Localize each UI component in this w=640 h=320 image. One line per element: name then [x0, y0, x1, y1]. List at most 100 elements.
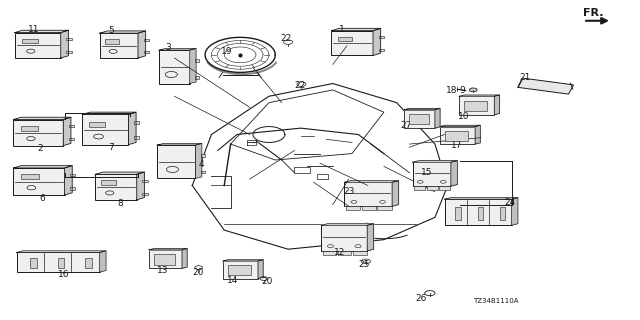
Bar [228, 265, 251, 275]
Polygon shape [63, 117, 71, 146]
Polygon shape [157, 143, 202, 145]
Polygon shape [404, 108, 440, 110]
Bar [200, 171, 205, 173]
Text: 24: 24 [504, 197, 515, 206]
Polygon shape [445, 197, 518, 199]
Polygon shape [17, 251, 106, 252]
Polygon shape [440, 125, 480, 126]
Polygon shape [100, 31, 146, 33]
Text: 5: 5 [108, 26, 114, 35]
Bar [362, 206, 376, 211]
Polygon shape [65, 166, 72, 195]
Bar [323, 251, 336, 255]
Bar [321, 225, 367, 251]
Polygon shape [435, 108, 440, 128]
Bar [58, 258, 64, 268]
Bar [223, 261, 258, 278]
Bar [195, 76, 199, 78]
Bar [154, 254, 175, 265]
Bar [69, 138, 74, 140]
Polygon shape [392, 181, 399, 206]
Bar [404, 110, 435, 128]
Text: 18: 18 [447, 86, 458, 95]
Bar [338, 36, 352, 41]
Polygon shape [344, 181, 399, 182]
Bar [69, 125, 74, 127]
Bar [85, 258, 92, 268]
Bar [379, 36, 384, 38]
Polygon shape [367, 224, 374, 251]
Polygon shape [182, 249, 187, 268]
Bar [67, 38, 72, 40]
Bar [101, 180, 116, 185]
Text: 7: 7 [108, 143, 114, 152]
Text: 19: 19 [221, 47, 232, 56]
Polygon shape [83, 112, 136, 115]
Bar [143, 180, 148, 182]
Polygon shape [223, 260, 263, 261]
Bar [22, 39, 38, 43]
Bar [500, 207, 506, 220]
Text: 26: 26 [416, 294, 427, 303]
Text: 20: 20 [192, 268, 204, 277]
Polygon shape [451, 161, 458, 186]
Bar [17, 252, 100, 272]
Bar [157, 145, 195, 179]
Polygon shape [321, 224, 374, 225]
Polygon shape [138, 31, 146, 58]
Bar [15, 33, 61, 58]
Polygon shape [511, 197, 518, 225]
Text: 14: 14 [227, 276, 239, 285]
Bar [338, 251, 351, 255]
Bar [149, 250, 182, 268]
Text: 13: 13 [157, 266, 169, 276]
Bar [200, 154, 205, 157]
Text: 21: 21 [519, 73, 531, 82]
Bar [30, 258, 36, 268]
Text: FR.: FR. [583, 8, 604, 18]
Bar [195, 59, 199, 62]
Text: 2: 2 [38, 144, 44, 153]
Bar [440, 186, 451, 190]
Bar [460, 96, 494, 115]
Bar [465, 101, 487, 111]
Bar [378, 206, 392, 211]
Bar [518, 78, 573, 94]
Text: 9: 9 [460, 86, 465, 95]
Polygon shape [159, 49, 196, 50]
Bar [21, 174, 39, 179]
Text: 15: 15 [421, 168, 433, 177]
Bar [317, 174, 328, 179]
Text: 25: 25 [358, 260, 370, 269]
Bar [67, 51, 72, 53]
Bar [13, 120, 63, 146]
Bar [346, 206, 360, 211]
Text: 12: 12 [334, 248, 346, 257]
Polygon shape [475, 125, 480, 144]
Polygon shape [332, 28, 381, 31]
Bar [455, 207, 461, 220]
Polygon shape [413, 161, 458, 162]
Bar [353, 251, 367, 255]
Bar [379, 49, 384, 51]
Text: 23: 23 [343, 188, 355, 196]
Bar [445, 131, 468, 140]
Text: 16: 16 [58, 269, 70, 279]
Polygon shape [373, 28, 381, 55]
Text: 1: 1 [339, 25, 345, 34]
Bar [144, 51, 149, 53]
Polygon shape [61, 30, 68, 58]
Text: 22: 22 [280, 35, 292, 44]
Bar [414, 186, 425, 190]
Polygon shape [258, 260, 263, 278]
Bar [90, 122, 106, 127]
Bar [100, 33, 138, 58]
Polygon shape [13, 166, 72, 168]
Text: 3: 3 [166, 43, 172, 52]
Text: TZ34B1110A: TZ34B1110A [473, 298, 519, 304]
Bar [106, 39, 119, 44]
Bar [159, 50, 189, 84]
Polygon shape [15, 30, 68, 33]
Text: 11: 11 [28, 25, 39, 34]
Polygon shape [460, 95, 499, 96]
